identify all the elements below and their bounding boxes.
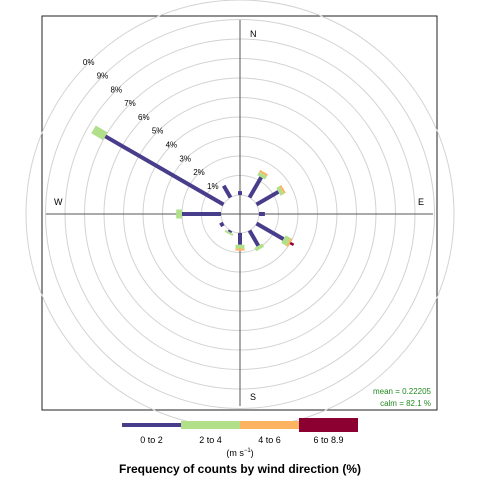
legend-swatch [181,421,240,429]
wind-segment [91,125,108,141]
legend-label: 6 to 8.9 [313,435,343,445]
wind-segment [227,229,233,234]
legend-label: 2 to 4 [199,435,222,445]
compass-south: S [250,392,256,402]
radial-tick-label: 9% [97,72,109,81]
wind-segment [224,229,234,236]
compass-east: E [418,197,424,207]
radial-tick-label: 4% [166,141,178,150]
wind-segment [286,238,293,247]
wind-segment [279,185,286,194]
legend-label: 4 to 6 [258,435,281,445]
wind-segment [259,169,268,177]
wind-segment [221,184,233,199]
wind-segment [247,229,261,247]
wind-segment [247,176,263,199]
legend-swatch [240,421,299,429]
wind-spokes [91,125,295,252]
radial-tick-label: 6% [138,113,150,122]
mean-stat: mean = 0.22205 [373,387,432,396]
radial-tick-label: 8% [111,85,123,94]
legend-label: 0 to 2 [140,435,163,445]
wind-segment [257,171,268,180]
calm-stat: calm = 82.1 % [380,399,431,408]
radial-tick-label: 1% [207,182,219,191]
legend-swatch [299,418,358,432]
wind-segment [254,243,265,252]
wind-segment [255,221,285,241]
wind-segment [281,235,291,246]
compass-north: N [250,29,257,39]
wind-segment [219,221,225,228]
grid-circle [45,19,435,409]
wind-segment [255,190,280,207]
wind-segment [289,241,295,246]
radial-tick-label: 7% [124,99,136,108]
radial-tick-label: 0% [83,58,95,67]
radial-tick-labels: 1%2%3%4%5%6%7%8%9%0% [83,58,219,191]
chart-title: Frequency of counts by wind direction (%… [119,462,361,476]
wind-segment [276,185,284,196]
radial-tick-label: 5% [152,127,164,136]
compass-west: W [54,197,63,207]
radial-tick-label: 2% [193,168,205,177]
speed-legend: 0 to 2 2 to 4 4 to 6 6 to 8.9 [122,418,358,445]
radial-tick-label: 3% [179,154,191,163]
units-label: (m s−1) [226,448,253,458]
legend-swatch [122,423,181,427]
wind-segment [104,134,225,207]
